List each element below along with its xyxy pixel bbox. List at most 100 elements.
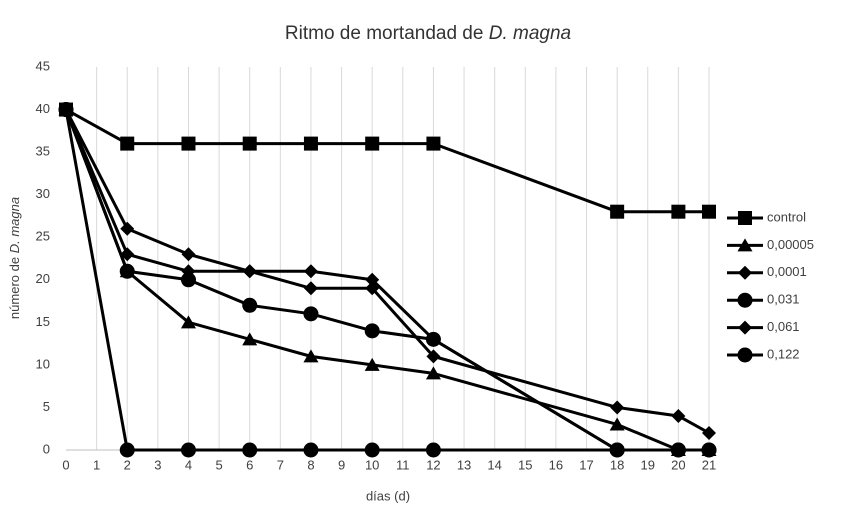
data-point: [120, 221, 135, 236]
data-point: [242, 136, 257, 151]
data-point: [181, 247, 196, 262]
x-tick-label: 19: [641, 457, 655, 472]
y-tick-label: 45: [36, 58, 50, 73]
data-point: [701, 442, 717, 458]
x-tick-label: 17: [579, 457, 593, 472]
y-tick-label: 35: [36, 144, 50, 159]
x-tick-label: 14: [487, 457, 501, 472]
data-point: [58, 102, 74, 118]
x-tick-label: 6: [246, 457, 253, 472]
data-point: [425, 331, 441, 347]
legend-label: 0,122: [767, 346, 800, 361]
data-point: [671, 408, 686, 423]
legend-label: 0,061: [767, 319, 800, 334]
data-point: [425, 366, 441, 380]
x-tick-label: 11: [396, 457, 410, 472]
data-point: [425, 442, 441, 458]
series-line: [64, 108, 710, 435]
y-tick-label: 25: [36, 229, 50, 244]
x-tick-label: 3: [154, 457, 161, 472]
title-emphasis: D. magna: [489, 23, 571, 44]
y-tick-label: 5: [43, 399, 50, 414]
chart-title: Ritmo de mortandad de D. magna: [285, 23, 571, 44]
x-tick-label: 0: [62, 457, 69, 472]
data-point: [180, 442, 196, 458]
data-point: [303, 281, 318, 296]
data-point: [120, 136, 135, 151]
legend-marker: [738, 265, 752, 280]
data-point: [181, 136, 196, 151]
data-point: [119, 442, 135, 458]
y-tick-label: 0: [43, 441, 50, 456]
x-tick-label: 15: [518, 457, 532, 472]
series-line: [65, 108, 709, 214]
legend-label: 0,0001: [767, 264, 807, 279]
data-point: [180, 315, 196, 329]
legend-marker: [737, 238, 753, 252]
data-point: [426, 349, 441, 364]
data-point: [702, 204, 716, 219]
data-point: [670, 442, 686, 458]
y-label-emphasis: D. magna: [7, 197, 22, 253]
title-text: Ritmo de mortandad de: [285, 23, 484, 44]
x-tick-label: 21: [702, 457, 716, 472]
x-tick-label: 18: [610, 457, 624, 472]
y-tick-label: 40: [36, 101, 50, 116]
x-tick-label: 4: [185, 457, 192, 472]
legend-label: control: [767, 209, 806, 224]
data-point: [303, 349, 319, 363]
data-point: [610, 204, 625, 219]
x-tick-label: 16: [549, 457, 563, 472]
data-point: [242, 264, 257, 279]
data-point: [120, 247, 135, 262]
legend-marker: [738, 320, 752, 335]
legend-marker: [738, 211, 752, 225]
data-point: [364, 323, 380, 339]
data-point: [242, 332, 258, 346]
series-line: [64, 109, 709, 452]
y-tick-label: 20: [36, 271, 50, 286]
x-tick-label: 9: [338, 457, 345, 472]
x-tick-label: 20: [671, 457, 685, 472]
data-point: [702, 425, 716, 440]
data-point: [365, 136, 380, 151]
x-tick-label: 1: [93, 457, 100, 472]
data-point: [365, 272, 380, 287]
x-tick-label: 5: [215, 457, 222, 472]
data-point: [119, 263, 135, 279]
legend-marker: [737, 292, 753, 308]
data-point: [671, 204, 686, 219]
data-point: [303, 442, 319, 458]
x-tick-label: 13: [457, 457, 471, 472]
y-tick-label: 15: [36, 314, 50, 329]
data-point: [364, 442, 380, 458]
series-line: [64, 109, 709, 452]
data-point: [365, 281, 380, 296]
data-point: [364, 357, 380, 371]
data-point: [303, 306, 319, 322]
x-tick-label: 2: [124, 457, 131, 472]
data-point: [303, 264, 318, 279]
x-tick-label: 8: [307, 457, 314, 472]
y-tick-label: 30: [36, 186, 50, 201]
x-tick-label: 7: [277, 457, 284, 472]
y-label-text: número de: [7, 257, 22, 319]
data-point: [610, 400, 625, 415]
y-axis-label: número de D. magna: [7, 197, 22, 319]
x-axis-label: días (d): [366, 488, 410, 503]
legend-label: 0,00005: [767, 237, 814, 252]
legend-label: 0,031: [767, 292, 800, 307]
data-point: [426, 136, 441, 151]
x-tick-label: 10: [365, 457, 379, 472]
x-tick-label: 12: [426, 457, 440, 472]
legend-marker: [737, 347, 753, 363]
data-point: [609, 442, 625, 458]
data-point: [242, 442, 258, 458]
data-point: [242, 297, 258, 313]
y-tick-label: 10: [36, 356, 50, 371]
data-point: [180, 272, 196, 288]
data-point: [303, 136, 318, 151]
